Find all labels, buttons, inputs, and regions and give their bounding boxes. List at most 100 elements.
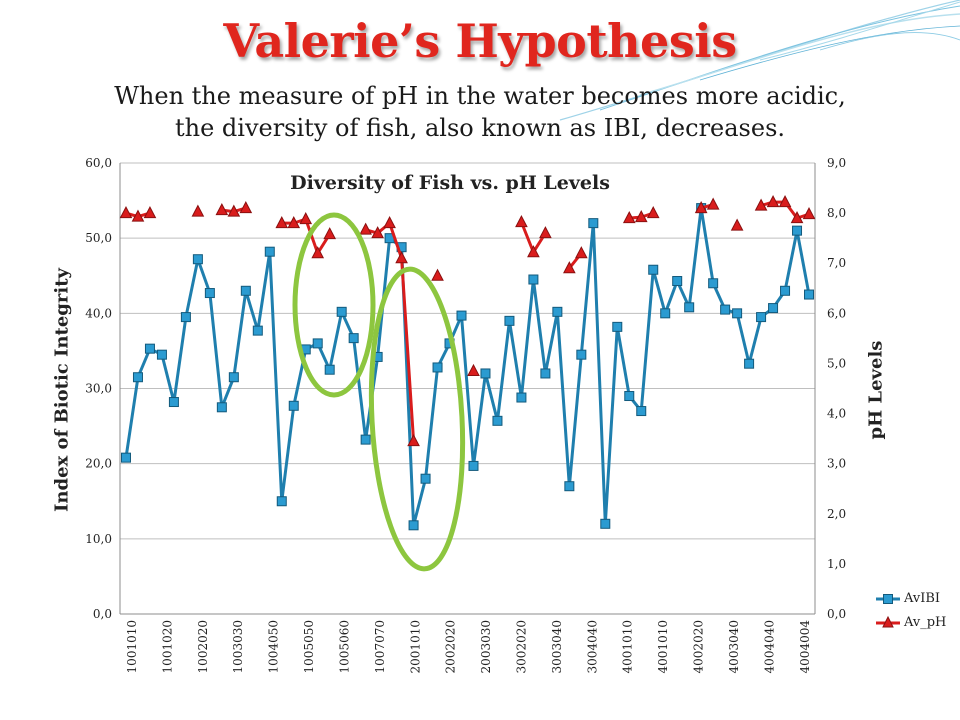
- avibi-point: [360, 434, 371, 445]
- avibi-point: [144, 343, 155, 354]
- avibi-point: [336, 306, 347, 317]
- x-tick-label: 4002020: [692, 620, 706, 673]
- avibi-point: [228, 372, 239, 383]
- av-ph-point: [215, 203, 229, 216]
- hypothesis-line-1: When the measure of pH in the water beco…: [114, 82, 846, 110]
- avibi-point: [480, 368, 491, 379]
- av-ph-point: [311, 246, 325, 259]
- avibi-point: [312, 338, 323, 349]
- av-ph-point: [622, 211, 636, 224]
- avibi-point: [804, 289, 815, 300]
- avibi-point: [516, 392, 527, 403]
- avibi-point: [324, 364, 335, 375]
- avibi-point: [612, 321, 623, 332]
- avibi-point: [180, 312, 191, 323]
- avibi-point: [492, 415, 503, 426]
- highlight-ellipse: [368, 266, 466, 572]
- highlight-ellipse: [292, 212, 376, 398]
- av-ph-point: [323, 227, 337, 240]
- y-left-tick-label: 10,0: [85, 532, 112, 546]
- legend-av-ph-label: Av_pH: [904, 615, 947, 630]
- av-ph-point: [143, 206, 157, 219]
- legend-item-avibi: AvIBI: [876, 590, 956, 614]
- av-ph-point: [239, 201, 253, 214]
- av-ph-point: [778, 195, 792, 208]
- x-tick-label: 4003040: [727, 620, 741, 673]
- av-ph-point: [359, 222, 372, 235]
- av-ph-point: [802, 207, 816, 220]
- y-right-tick-label: 0,0: [827, 607, 846, 621]
- avibi-point: [708, 278, 719, 289]
- y-left-tick-label: 20,0: [85, 457, 112, 471]
- av-ph-point: [287, 216, 301, 229]
- legend-avibi-label: AvIBI: [904, 591, 941, 606]
- av-ph-point: [563, 261, 576, 274]
- avibi-point: [288, 400, 299, 411]
- chart-title: Diversity of Fish vs. pH Levels: [290, 172, 610, 194]
- x-tick-label: 1007070: [373, 620, 387, 673]
- av-ph-point: [646, 206, 660, 219]
- avibi-point: [252, 325, 263, 336]
- av-ph-point: [575, 246, 588, 259]
- avibi-point: [756, 312, 767, 323]
- avibi-point: [624, 391, 635, 402]
- legend-avibi-marker: [876, 594, 900, 604]
- av-ph-point: [131, 209, 145, 222]
- av-ph-point: [515, 215, 528, 228]
- x-tick-label: 1002020: [196, 620, 210, 673]
- x-tick-label: 4004040: [762, 620, 776, 673]
- avibi-point: [216, 402, 227, 413]
- av-ph-point: [299, 212, 313, 225]
- y-left-tick-label: 60,0: [85, 156, 112, 170]
- avibi-point: [660, 308, 671, 319]
- av-ph-point: [706, 197, 720, 210]
- av-ph-point: [395, 251, 408, 264]
- x-tick-label: 3004040: [585, 620, 599, 673]
- av-ph-point: [766, 195, 780, 208]
- x-tick-label: 4001010: [621, 620, 635, 673]
- y-left-tick-label: 30,0: [85, 382, 112, 396]
- y-left-tick-label: 0,0: [93, 607, 112, 621]
- avibi-point: [768, 303, 779, 314]
- avibi-point: [132, 372, 143, 383]
- av-ph-point: [539, 226, 552, 239]
- avibi-point: [120, 452, 131, 463]
- avibi-point: [552, 306, 563, 317]
- x-tick-label: 4001010: [656, 620, 670, 673]
- avibi-point: [240, 285, 251, 296]
- y-axis-right-title: pH Levels: [865, 340, 887, 440]
- hypothesis-line-2: the diversity of fish, also known as IBI…: [174, 114, 786, 142]
- y-right-tick-label: 7,0: [827, 256, 846, 270]
- y-right-tick-label: 2,0: [827, 507, 846, 521]
- y-right-tick-label: 1,0: [827, 557, 846, 571]
- x-tick-label: 3002020: [514, 620, 528, 673]
- avibi-point: [276, 496, 287, 507]
- av-ph-point: [119, 206, 133, 219]
- avibi-point: [684, 302, 695, 313]
- avibi-point: [528, 274, 539, 285]
- y-left-tick-label: 50,0: [85, 231, 112, 245]
- av-ph-point: [431, 268, 444, 281]
- avibi-point: [540, 368, 551, 379]
- avibi-point: [204, 288, 215, 299]
- av-ph-point: [730, 218, 744, 231]
- avibi-point: [168, 397, 179, 408]
- x-tick-label: 1001010: [125, 620, 139, 673]
- avibi-point: [600, 518, 611, 529]
- avibi-point: [780, 285, 791, 296]
- y-right-tick-label: 8,0: [827, 206, 846, 220]
- avibi-point: [504, 315, 515, 326]
- av-ph-point: [634, 210, 648, 223]
- slide-title: Valerie’s Hypothesis: [223, 14, 737, 68]
- av-ph-point: [407, 434, 420, 447]
- y-right-tick-label: 6,0: [827, 306, 846, 320]
- avibi-point: [456, 310, 467, 321]
- y-left-tick-label: 40,0: [85, 306, 112, 320]
- avibi-point: [348, 333, 359, 344]
- y-axis-left-title: Index of Biotic Integrity: [51, 268, 73, 512]
- x-tick-label: 2002020: [444, 620, 458, 673]
- avibi-point: [636, 406, 647, 417]
- avibi-point: [432, 362, 443, 373]
